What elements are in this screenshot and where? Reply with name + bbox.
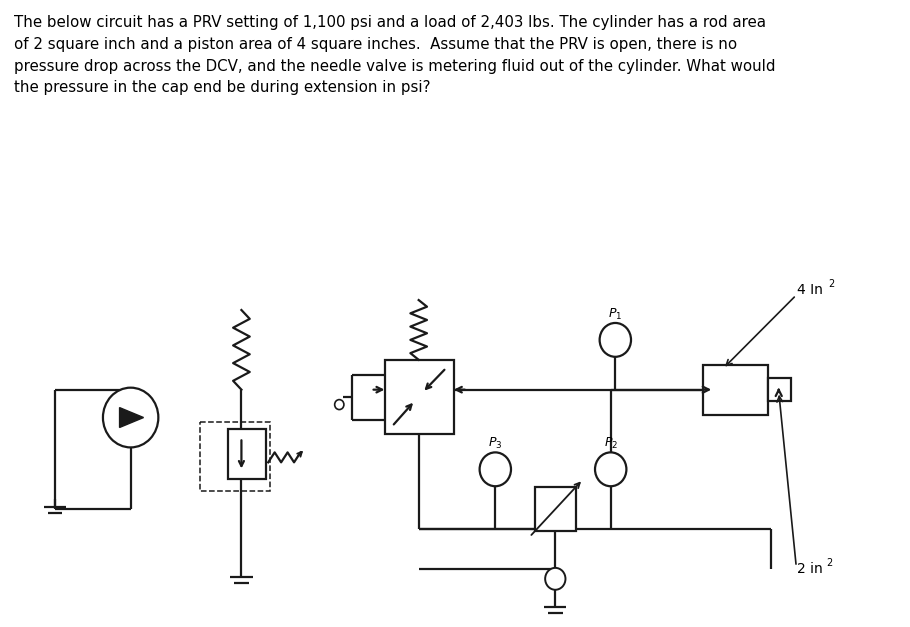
Text: 2 in: 2 in bbox=[797, 562, 823, 576]
Bar bbox=[535, 487, 576, 531]
Circle shape bbox=[545, 568, 565, 590]
Bar bbox=[385, 360, 454, 435]
Circle shape bbox=[600, 323, 631, 357]
Bar bbox=[768, 379, 791, 401]
Bar bbox=[228, 429, 267, 479]
Circle shape bbox=[335, 399, 344, 409]
Text: $P_1$: $P_1$ bbox=[608, 307, 622, 322]
Bar bbox=[200, 421, 270, 491]
Text: 4 In: 4 In bbox=[797, 283, 823, 297]
Text: 2: 2 bbox=[829, 279, 834, 289]
Polygon shape bbox=[119, 408, 144, 428]
Circle shape bbox=[103, 387, 158, 448]
Text: The below circuit has a PRV setting of 1,100 psi and a load of 2,403 lbs. The cy: The below circuit has a PRV setting of 1… bbox=[15, 15, 776, 95]
Text: $P_3$: $P_3$ bbox=[488, 436, 502, 451]
Text: 2: 2 bbox=[825, 558, 832, 568]
Text: $P_2$: $P_2$ bbox=[603, 436, 618, 451]
Circle shape bbox=[595, 453, 626, 486]
Bar bbox=[703, 365, 768, 414]
Circle shape bbox=[480, 453, 511, 486]
